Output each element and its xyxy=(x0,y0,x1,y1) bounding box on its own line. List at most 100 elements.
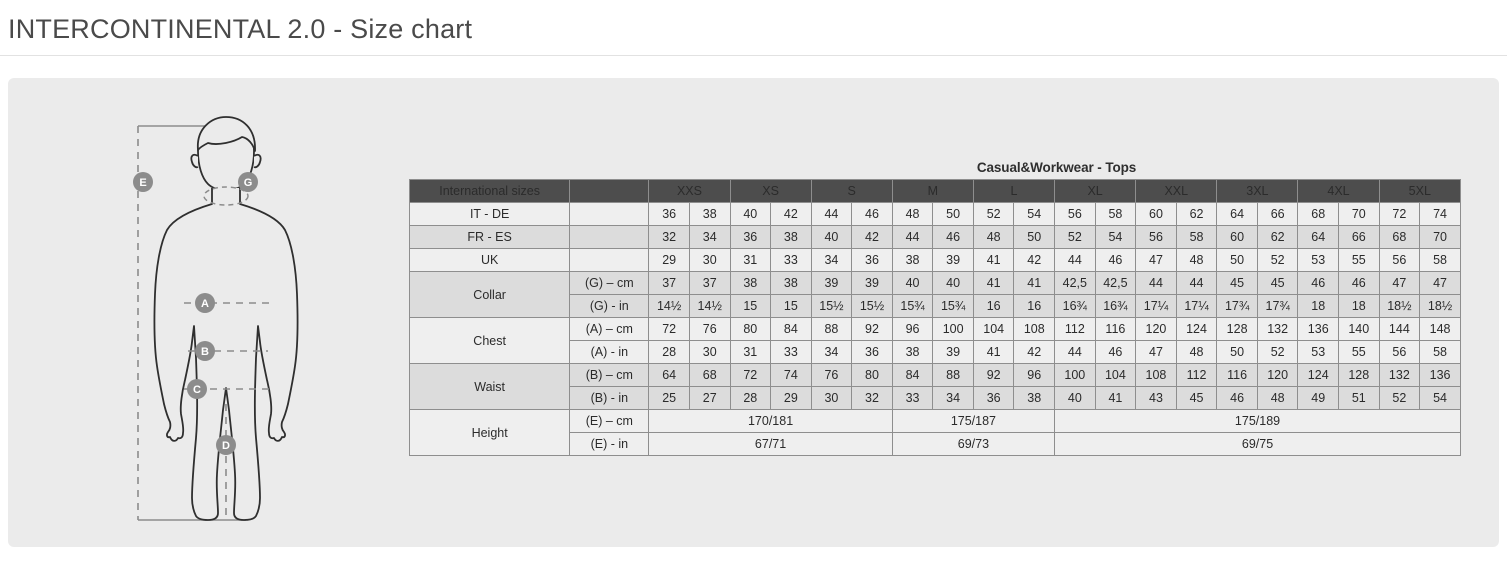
table-header-row: International sizes XXS XS S M L XL XXL 3XL 4XL 5… xyxy=(408,179,1462,203)
cell-value: 124 xyxy=(1297,363,1340,387)
cell-value: 53 xyxy=(1297,340,1340,364)
cell-value: 36 xyxy=(648,202,690,226)
row-sublabel: (B) - in xyxy=(569,386,650,410)
cell-value: 50 xyxy=(1216,340,1258,364)
cell-value: 28 xyxy=(729,386,772,410)
header-size-xs: XS xyxy=(729,179,812,203)
table-row: Chest (A) – cm 72 76 80 84 88 92 96 100 104 108 112 1… xyxy=(408,317,1461,364)
cell-value: 132 xyxy=(1378,363,1421,387)
cell-value: 56 xyxy=(1054,202,1096,226)
cell-value: 46 xyxy=(1094,340,1137,364)
cell-value: 47 xyxy=(1135,340,1177,364)
cell-value: 56 xyxy=(1378,248,1421,272)
cell-value: 17¼ xyxy=(1135,294,1177,318)
svg-text:A: A xyxy=(201,298,209,310)
cell-value: 15¾ xyxy=(891,294,934,318)
cell-value: 96 xyxy=(1013,363,1056,387)
cell-value: 15½ xyxy=(810,294,853,318)
cell-value: 42 xyxy=(1013,248,1056,272)
cell-value: 34 xyxy=(810,248,853,272)
cell-value: 58 xyxy=(1419,340,1461,364)
cell-value: 144 xyxy=(1378,317,1421,341)
cell-value: 30 xyxy=(810,386,853,410)
cell-value: 39 xyxy=(810,271,853,295)
cell-value: 25 xyxy=(648,386,690,410)
cell-value: 15 xyxy=(770,294,812,318)
marker-E: E xyxy=(133,172,153,192)
cell-value: 17¾ xyxy=(1256,294,1299,318)
cell-value: 37 xyxy=(648,271,690,295)
cell-value: 100 xyxy=(932,317,974,341)
cell-value: 136 xyxy=(1297,317,1340,341)
cell-value: 55 xyxy=(1338,248,1380,272)
cell-value: 40 xyxy=(810,225,853,249)
cell-value: 136 xyxy=(1419,363,1461,387)
cell-value: 140 xyxy=(1338,317,1380,341)
cell-value: 14½ xyxy=(688,294,731,318)
page-title-text: INTERCONTINENTAL 2.0 - Size chart xyxy=(8,14,473,44)
cell-value: 88 xyxy=(810,317,853,341)
body-measurement-diagram: E G A B C D xyxy=(126,108,326,528)
cell-value: 112 xyxy=(1175,363,1218,387)
cell-value: 51 xyxy=(1338,386,1380,410)
row-sublabel xyxy=(569,202,650,226)
cell-value: 112 xyxy=(1054,317,1096,341)
cell-value-span: 175/189 xyxy=(1054,409,1461,433)
cell-value: 15½ xyxy=(851,294,893,318)
cell-value-span: 170/181 xyxy=(648,409,893,433)
cell-value: 27 xyxy=(688,386,731,410)
cell-value: 70 xyxy=(1338,202,1380,226)
cell-value: 16 xyxy=(972,294,1015,318)
cell-value: 84 xyxy=(770,317,812,341)
cell-value: 44 xyxy=(1175,271,1218,295)
cell-value: 38 xyxy=(688,202,731,226)
table-row: FR - ES 32 34 36 38 40 42 44 46 48 50 52 54 56 58 60 62 6… xyxy=(408,225,1461,249)
cell-value: 66 xyxy=(1256,202,1299,226)
row-label-fr-es: FR - ES xyxy=(408,225,571,249)
cell-value: 48 xyxy=(1175,340,1218,364)
cell-value: 16¾ xyxy=(1054,294,1096,318)
header-size-xxs: XXS xyxy=(648,179,731,203)
cell-value: 52 xyxy=(1378,386,1421,410)
cell-value: 36 xyxy=(851,248,893,272)
cell-value: 30 xyxy=(688,248,731,272)
cell-value: 14½ xyxy=(648,294,690,318)
cell-value: 40 xyxy=(1054,386,1096,410)
cell-value: 40 xyxy=(729,202,772,226)
row-sublabel xyxy=(569,225,650,249)
cell-value: 41 xyxy=(972,248,1015,272)
cell-value: 54 xyxy=(1419,386,1461,410)
cell-value: 38 xyxy=(891,248,934,272)
header-international-sizes: International sizes xyxy=(408,179,571,203)
cell-value: 64 xyxy=(1297,225,1340,249)
header-size-xxl: XXL xyxy=(1135,179,1218,203)
cell-value: 15 xyxy=(729,294,772,318)
cell-value: 48 xyxy=(972,225,1015,249)
table-row: Height (E) – cm 170/181 175/187 175/189 xyxy=(408,409,1461,456)
cell-value: 44 xyxy=(1135,271,1177,295)
size-chart-panel: E G A B C D Casual&Wor xyxy=(8,78,1499,547)
cell-value: 64 xyxy=(648,363,690,387)
table-row: Waist (B) – cm 64 68 72 74 76 80 84 88 92 96 100 104 1… xyxy=(408,363,1461,410)
header-size-l: L xyxy=(972,179,1056,203)
cell-value: 33 xyxy=(770,248,812,272)
cell-value: 92 xyxy=(972,363,1015,387)
cell-value: 29 xyxy=(770,386,812,410)
svg-text:E: E xyxy=(139,177,146,189)
cell-value: 18½ xyxy=(1378,294,1421,318)
cell-value: 44 xyxy=(1054,340,1096,364)
cell-value: 47 xyxy=(1135,248,1177,272)
cell-value: 52 xyxy=(1256,248,1299,272)
cell-value: 47 xyxy=(1419,271,1461,295)
cell-value: 96 xyxy=(891,317,934,341)
title-divider xyxy=(0,55,1507,56)
table-row: (B) - in 25 27 28 29 30 32 33 34 36 38 40 41 43 45 46 48… xyxy=(410,386,1461,410)
row-label-waist: Waist xyxy=(408,363,571,410)
cell-value: 128 xyxy=(1338,363,1380,387)
row-sublabel: (A) - in xyxy=(569,340,650,364)
cell-value: 43 xyxy=(1135,386,1177,410)
cell-value: 46 xyxy=(932,225,974,249)
cell-value: 58 xyxy=(1419,248,1461,272)
cell-value: 72 xyxy=(648,317,690,341)
collar-line xyxy=(203,186,249,206)
